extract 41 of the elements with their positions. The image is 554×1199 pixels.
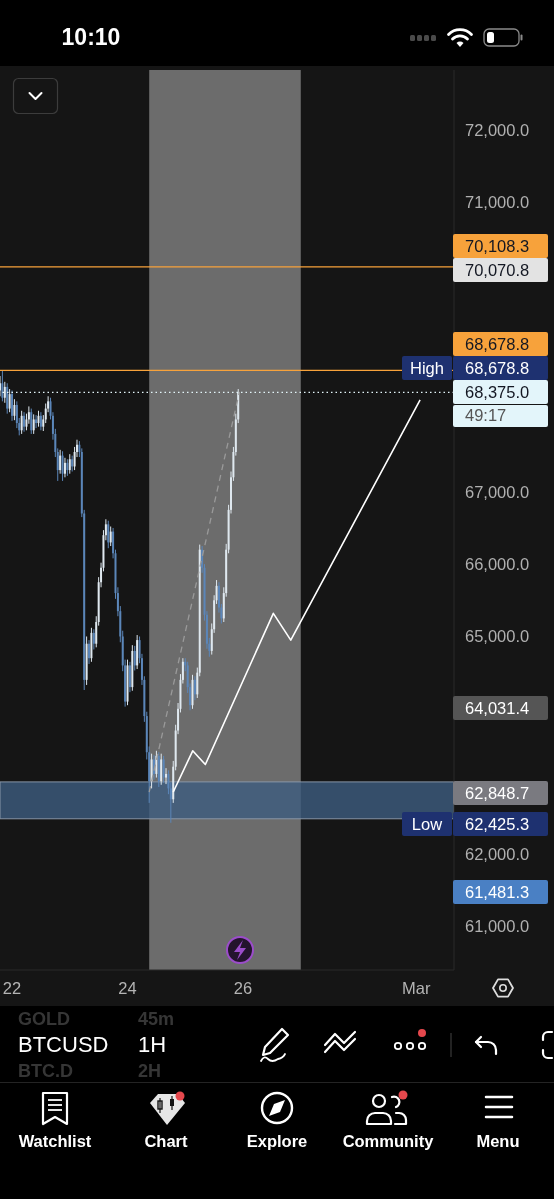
candlestick — [92, 628, 95, 650]
y-tick-label: 61,000.0 — [465, 916, 530, 935]
text: 49:17 — [465, 405, 507, 425]
candlestick — [11, 390, 14, 422]
ref-line-label: 68,678.8 — [465, 358, 530, 379]
y-tick-label: 72,000.0 — [465, 121, 530, 140]
annotation: High — [410, 359, 444, 377]
x-tick-label: 22 — [2, 979, 22, 997]
candlestick — [1, 369, 4, 402]
text: 68,678.8 — [465, 334, 530, 355]
text: 62,425.3 — [465, 814, 530, 835]
text: 10:10 — [61, 23, 121, 50]
candlestick — [133, 645, 136, 671]
y-tick-label: 67,000.0 — [465, 482, 530, 501]
text: BTCUSD — [18, 1032, 109, 1057]
candlestick — [107, 520, 110, 549]
text: 1H — [138, 1032, 167, 1057]
x-tick-label: 26 — [233, 979, 253, 997]
text: 70,070.8 — [465, 260, 530, 281]
y-tick-label: 62,000.0 — [465, 844, 530, 863]
y-tick-label: 66,000.0 — [465, 555, 530, 574]
y-tick-label: 71,000.0 — [465, 193, 530, 212]
annotation: Low — [411, 815, 443, 833]
y-tick-label: 65,000.0 — [465, 627, 530, 646]
text: 62,848.7 — [465, 783, 530, 804]
text: Watchlist — [18, 1131, 92, 1150]
candlestick — [6, 382, 9, 415]
candlestick — [32, 413, 35, 435]
candlestick — [13, 398, 16, 421]
candlestick — [61, 450, 64, 482]
candlestick — [30, 408, 33, 435]
text: Explore — [246, 1131, 308, 1150]
x-tick-label: 24 — [118, 979, 137, 997]
ref-line-label: 70,108.3 — [465, 236, 530, 257]
text: 61,481.3 — [465, 882, 530, 903]
x-tick-label: Mar — [402, 979, 432, 997]
text: Chart — [144, 1131, 188, 1150]
ref-line-label: 68,375.0 — [465, 382, 530, 404]
text: Community — [342, 1131, 434, 1150]
text: 64,031.4 — [465, 698, 530, 719]
text: Menu — [476, 1131, 520, 1150]
